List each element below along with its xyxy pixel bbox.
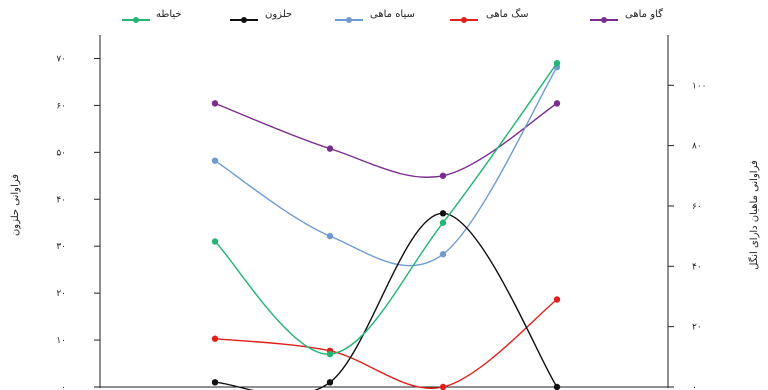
series-4 <box>211 59 561 358</box>
data-point[interactable] <box>439 210 447 217</box>
legend-item-snail[interactable]: حلزون <box>230 9 292 23</box>
right-axis-ticks: ۰ ۲۰ ۴۰ ۶۰ ۸۰ ۱۰۰ <box>668 81 707 390</box>
data-point[interactable] <box>211 100 219 107</box>
legend-item-cow-fish[interactable]: گاو ماهی <box>590 8 663 23</box>
legend-marker-snail <box>241 17 247 23</box>
legend-item-black-fish[interactable]: سیاه ماهی <box>335 9 415 23</box>
legend-item-khayateh[interactable]: خیاطه <box>122 9 182 23</box>
left-tick-label: ۰ <box>61 383 66 390</box>
data-point[interactable] <box>211 157 219 164</box>
legend-marker-black-fish <box>346 17 352 23</box>
series-2 <box>211 63 561 267</box>
legend-item-dog-fish[interactable]: سگ ماهی <box>450 8 529 23</box>
left-tick-label: ۶۰ <box>56 101 66 111</box>
data-point[interactable] <box>439 219 447 226</box>
series-line <box>214 62 558 355</box>
left-tick-label: ۱۰ <box>56 336 66 346</box>
series-line <box>214 102 558 178</box>
legend: گاو ماهی سگ ماهی سیاه ماهی حلزون خیاطه <box>122 8 663 23</box>
left-tick-label: ۷۰ <box>56 54 66 64</box>
right-tick-label: ۱۰۰ <box>692 81 707 91</box>
data-point[interactable] <box>439 251 447 258</box>
series-line <box>214 66 558 267</box>
data-point[interactable] <box>211 238 219 245</box>
data-point[interactable] <box>439 383 447 390</box>
data-point[interactable] <box>211 379 219 386</box>
data-point[interactable] <box>326 232 334 240</box>
data-point[interactable] <box>211 335 219 342</box>
right-tick-label: ۲۰ <box>692 323 702 333</box>
series-line <box>214 298 558 389</box>
legend-marker-cow-fish <box>601 17 607 23</box>
left-tick-label: ۵۰ <box>56 148 66 158</box>
series-layer <box>211 59 561 390</box>
left-axis-ticks: ۰ ۱۰ ۲۰ ۳۰ ۴۰ ۵۰ ۶۰ ۷۰ <box>56 54 100 390</box>
right-tick-label: ۰ <box>692 383 697 390</box>
series-0 <box>211 100 561 179</box>
right-tick-label: ۸۰ <box>692 142 702 152</box>
left-axis-title: فراوانی حلزون <box>10 174 21 236</box>
legend-label-snail: حلزون <box>265 9 292 20</box>
legend-label-cow-fish: گاو ماهی <box>625 8 663 20</box>
right-axis-title: فراوانی ماهیان دارای انگل <box>748 160 760 270</box>
legend-marker-khayateh <box>133 17 139 23</box>
data-point[interactable] <box>326 145 334 152</box>
left-tick-label: ۴۰ <box>56 195 66 205</box>
data-point[interactable] <box>553 296 561 303</box>
series-line <box>214 212 558 390</box>
data-point[interactable] <box>326 379 334 386</box>
legend-marker-dog-fish <box>461 17 467 23</box>
data-point[interactable] <box>553 383 561 390</box>
data-point[interactable] <box>326 350 334 358</box>
data-point[interactable] <box>553 100 561 107</box>
legend-label-dog-fish: سگ ماهی <box>486 8 529 20</box>
data-point[interactable] <box>439 172 447 179</box>
series-3 <box>211 210 561 390</box>
left-tick-label: ۲۰ <box>56 289 66 299</box>
right-tick-label: ۴۰ <box>692 262 702 272</box>
legend-label-black-fish: سیاه ماهی <box>370 9 415 20</box>
right-tick-label: ۶۰ <box>692 202 702 212</box>
legend-label-khayateh: خیاطه <box>156 9 182 20</box>
left-tick-label: ۳۰ <box>56 242 66 252</box>
data-point[interactable] <box>553 59 561 67</box>
series-1 <box>211 296 561 390</box>
